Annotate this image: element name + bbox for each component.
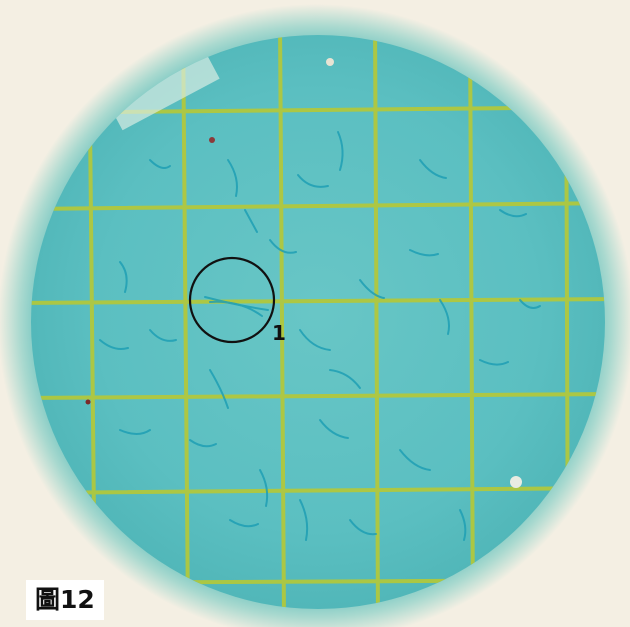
fibers	[99, 131, 541, 541]
specks	[85, 58, 522, 488]
figure-label: 圖12	[26, 580, 104, 620]
tape-strip	[110, 55, 220, 131]
callout-circle	[188, 256, 276, 344]
callout-number-label: 1	[272, 321, 286, 345]
filter-membrane	[31, 35, 605, 609]
